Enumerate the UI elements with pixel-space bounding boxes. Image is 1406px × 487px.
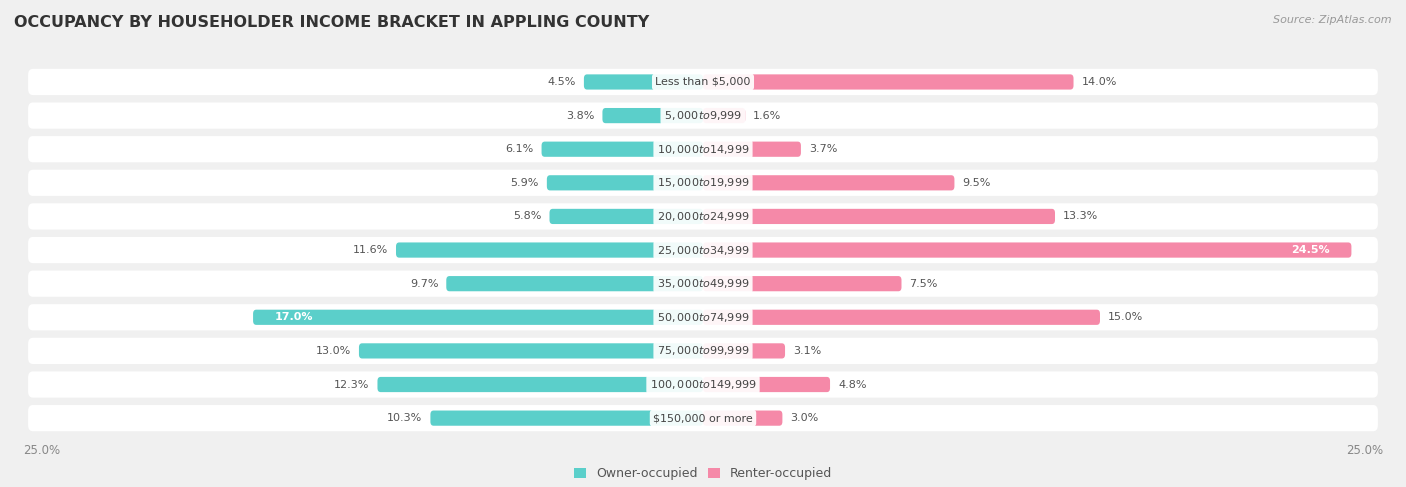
FancyBboxPatch shape <box>377 377 703 392</box>
FancyBboxPatch shape <box>28 405 1378 431</box>
FancyBboxPatch shape <box>28 102 1378 129</box>
FancyBboxPatch shape <box>446 276 703 291</box>
FancyBboxPatch shape <box>28 304 1378 330</box>
Text: 14.0%: 14.0% <box>1081 77 1116 87</box>
Text: Less than $5,000: Less than $5,000 <box>655 77 751 87</box>
FancyBboxPatch shape <box>703 142 801 157</box>
Text: $150,000 or more: $150,000 or more <box>654 413 752 423</box>
FancyBboxPatch shape <box>703 108 745 123</box>
FancyBboxPatch shape <box>703 276 901 291</box>
FancyBboxPatch shape <box>430 411 703 426</box>
Text: 4.8%: 4.8% <box>838 379 866 390</box>
FancyBboxPatch shape <box>583 75 703 90</box>
FancyBboxPatch shape <box>28 271 1378 297</box>
Text: $100,000 to $149,999: $100,000 to $149,999 <box>650 378 756 391</box>
FancyBboxPatch shape <box>550 209 703 224</box>
Text: 9.5%: 9.5% <box>962 178 991 188</box>
Text: $5,000 to $9,999: $5,000 to $9,999 <box>664 109 742 122</box>
FancyBboxPatch shape <box>703 310 1099 325</box>
Text: $15,000 to $19,999: $15,000 to $19,999 <box>657 176 749 189</box>
FancyBboxPatch shape <box>28 136 1378 162</box>
FancyBboxPatch shape <box>703 243 1351 258</box>
Text: 3.7%: 3.7% <box>808 144 837 154</box>
FancyBboxPatch shape <box>28 69 1378 95</box>
Text: 15.0%: 15.0% <box>1108 312 1143 322</box>
FancyBboxPatch shape <box>396 243 703 258</box>
Legend: Owner-occupied, Renter-occupied: Owner-occupied, Renter-occupied <box>568 462 838 485</box>
Text: $35,000 to $49,999: $35,000 to $49,999 <box>657 277 749 290</box>
FancyBboxPatch shape <box>28 338 1378 364</box>
Text: 24.5%: 24.5% <box>1292 245 1330 255</box>
Text: 13.0%: 13.0% <box>316 346 352 356</box>
FancyBboxPatch shape <box>602 108 703 123</box>
Text: 10.3%: 10.3% <box>387 413 422 423</box>
Text: 11.6%: 11.6% <box>353 245 388 255</box>
Text: 5.9%: 5.9% <box>510 178 538 188</box>
FancyBboxPatch shape <box>28 372 1378 397</box>
Text: Source: ZipAtlas.com: Source: ZipAtlas.com <box>1274 15 1392 25</box>
FancyBboxPatch shape <box>359 343 703 358</box>
FancyBboxPatch shape <box>703 209 1054 224</box>
Text: 9.7%: 9.7% <box>409 279 439 289</box>
FancyBboxPatch shape <box>28 237 1378 263</box>
FancyBboxPatch shape <box>253 310 703 325</box>
FancyBboxPatch shape <box>28 204 1378 229</box>
Text: $25,000 to $34,999: $25,000 to $34,999 <box>657 244 749 257</box>
Text: 3.8%: 3.8% <box>567 111 595 121</box>
Text: $75,000 to $99,999: $75,000 to $99,999 <box>657 344 749 357</box>
Text: 12.3%: 12.3% <box>335 379 370 390</box>
FancyBboxPatch shape <box>703 175 955 190</box>
FancyBboxPatch shape <box>547 175 703 190</box>
FancyBboxPatch shape <box>541 142 703 157</box>
Text: 3.0%: 3.0% <box>790 413 818 423</box>
Text: 13.3%: 13.3% <box>1063 211 1098 222</box>
Text: 7.5%: 7.5% <box>910 279 938 289</box>
Text: $20,000 to $24,999: $20,000 to $24,999 <box>657 210 749 223</box>
Text: OCCUPANCY BY HOUSEHOLDER INCOME BRACKET IN APPLING COUNTY: OCCUPANCY BY HOUSEHOLDER INCOME BRACKET … <box>14 15 650 30</box>
FancyBboxPatch shape <box>28 169 1378 196</box>
FancyBboxPatch shape <box>703 343 785 358</box>
Text: 5.8%: 5.8% <box>513 211 541 222</box>
Text: 3.1%: 3.1% <box>793 346 821 356</box>
Text: 17.0%: 17.0% <box>274 312 312 322</box>
Text: $50,000 to $74,999: $50,000 to $74,999 <box>657 311 749 324</box>
FancyBboxPatch shape <box>703 411 782 426</box>
Text: $10,000 to $14,999: $10,000 to $14,999 <box>657 143 749 156</box>
FancyBboxPatch shape <box>703 75 1074 90</box>
FancyBboxPatch shape <box>703 377 830 392</box>
Text: 6.1%: 6.1% <box>505 144 534 154</box>
Text: 4.5%: 4.5% <box>547 77 576 87</box>
Text: 1.6%: 1.6% <box>754 111 782 121</box>
